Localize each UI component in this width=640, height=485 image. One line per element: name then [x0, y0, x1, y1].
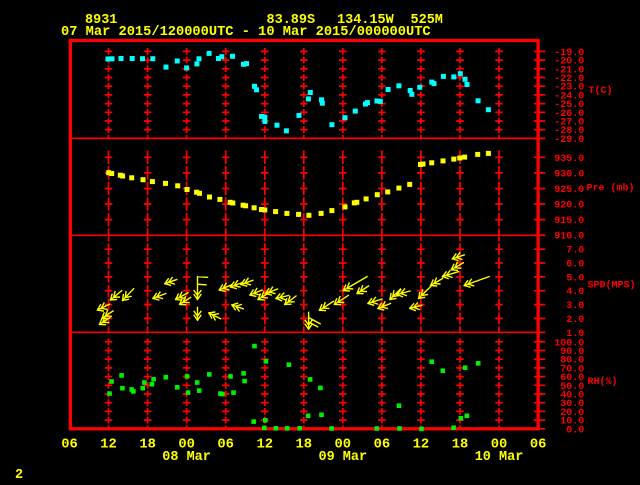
svg-text:-20.0: -20.0 [554, 57, 584, 68]
svg-text:-21.0: -21.0 [554, 65, 584, 76]
svg-text:Pre (mb): Pre (mb) [587, 182, 635, 194]
svg-text:-19.0: -19.0 [554, 48, 584, 59]
svg-text:1.0: 1.0 [566, 329, 584, 340]
svg-text:20.0: 20.0 [560, 408, 584, 419]
svg-text:SPD(MPS): SPD(MPS) [588, 279, 636, 291]
svg-text:60.0: 60.0 [560, 373, 584, 384]
svg-text:10 Mar: 10 Mar [475, 450, 524, 465]
svg-text:30.0: 30.0 [560, 399, 584, 410]
svg-text:2: 2 [15, 468, 23, 480]
svg-text:915.0: 915.0 [554, 216, 584, 227]
svg-text:83.89S: 83.89S [267, 13, 316, 28]
svg-text:-27.0: -27.0 [554, 118, 584, 129]
svg-text:06: 06 [61, 437, 78, 452]
svg-text:-25.0: -25.0 [554, 100, 584, 111]
svg-text:-24.0: -24.0 [554, 91, 584, 102]
svg-text:RH(%): RH(%) [588, 376, 618, 388]
svg-text:920.0: 920.0 [554, 201, 584, 212]
svg-text:525M: 525M [411, 13, 443, 28]
svg-text:10.0: 10.0 [560, 417, 584, 428]
svg-text:18: 18 [139, 437, 156, 452]
svg-text:4.0: 4.0 [566, 287, 584, 298]
svg-text:0.0: 0.0 [566, 425, 584, 436]
svg-text:18: 18 [452, 437, 469, 452]
svg-text:2.0: 2.0 [566, 315, 584, 326]
svg-text:925.0: 925.0 [554, 185, 584, 196]
svg-text:5.0: 5.0 [566, 273, 584, 284]
svg-text:930.0: 930.0 [554, 169, 584, 180]
svg-text:3.0: 3.0 [566, 301, 584, 312]
svg-text:134.15W: 134.15W [337, 13, 395, 28]
svg-text:12: 12 [413, 437, 430, 452]
svg-text:-28.0: -28.0 [554, 126, 584, 137]
svg-text:-22.0: -22.0 [554, 74, 584, 85]
svg-text:12: 12 [257, 437, 274, 452]
svg-text:6.0: 6.0 [566, 260, 584, 271]
svg-text:70.0: 70.0 [560, 364, 584, 375]
svg-text:00: 00 [491, 437, 508, 452]
svg-text:06: 06 [374, 437, 391, 452]
svg-text:08 Mar: 08 Mar [162, 450, 211, 465]
svg-text:935.0: 935.0 [554, 154, 584, 165]
svg-text:7.0: 7.0 [566, 246, 584, 257]
svg-text:09 Mar: 09 Mar [318, 450, 367, 465]
svg-text:06: 06 [217, 437, 234, 452]
svg-text:50.0: 50.0 [560, 382, 584, 393]
svg-text:910.0: 910.0 [554, 232, 584, 243]
svg-text:8931: 8931 [85, 13, 117, 28]
svg-text:00: 00 [178, 437, 195, 452]
svg-text:06: 06 [530, 437, 547, 452]
svg-text:07 Mar 2015/120000UTC - 10 Mar: 07 Mar 2015/120000UTC - 10 Mar 2015/0000… [61, 25, 431, 40]
svg-text:18: 18 [296, 437, 313, 452]
svg-text:40.0: 40.0 [560, 391, 584, 402]
svg-text:100.0: 100.0 [554, 338, 584, 349]
svg-text:-26.0: -26.0 [554, 109, 584, 120]
svg-text:T(C): T(C) [589, 85, 613, 97]
svg-text:90.0: 90.0 [560, 347, 584, 358]
svg-text:00: 00 [335, 437, 352, 452]
svg-text:12: 12 [100, 437, 117, 452]
svg-text:-29.0: -29.0 [554, 135, 584, 146]
svg-text:-23.0: -23.0 [554, 83, 584, 94]
svg-text:80.0: 80.0 [560, 356, 584, 367]
